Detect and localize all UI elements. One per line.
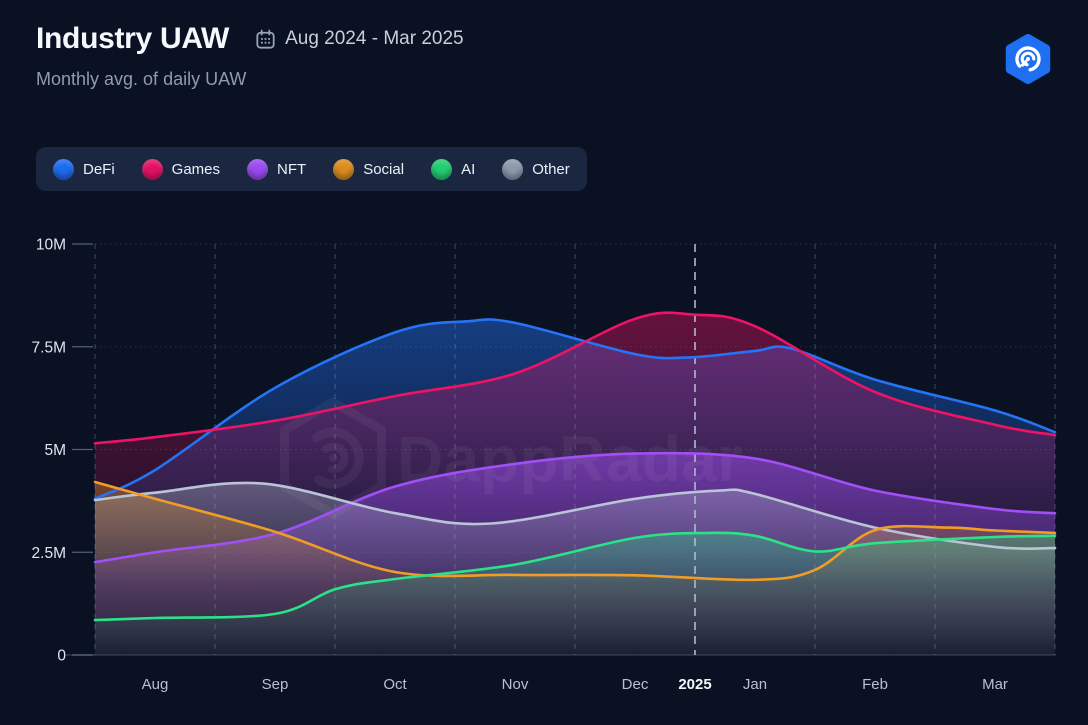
legend-label-ai: AI	[461, 160, 476, 178]
x-tick-label: Nov	[502, 676, 529, 693]
legend-label-defi: DeFi	[83, 160, 115, 178]
watermark-text: DappRadar	[397, 423, 743, 495]
date-range-label: Aug 2024 - Mar 2025	[285, 28, 464, 49]
legend-label-other: Other	[532, 160, 570, 178]
legend-label-nft: NFT	[277, 160, 307, 178]
x-tick-label: Sep	[262, 676, 289, 693]
legend-item-other[interactable]: Other	[502, 158, 570, 180]
series-lines	[93, 311, 1057, 622]
watermark-hexagon	[280, 397, 386, 519]
legend-item-ai[interactable]: AI	[431, 158, 476, 180]
series-line-ai	[93, 531, 1057, 622]
defi-swatch-icon	[53, 158, 74, 180]
series-line-nft	[93, 451, 1057, 564]
watermark-radar-arc-outer	[302, 427, 364, 489]
legend-label-social: Social	[363, 160, 405, 178]
series-line-defi	[93, 318, 1057, 501]
series-area-ai	[95, 532, 1055, 655]
legend-item-nft[interactable]: NFT	[247, 158, 307, 180]
y-tick-label: 7.5M	[32, 339, 66, 356]
x-tick-label: Aug	[142, 676, 169, 693]
calendar-icon	[256, 29, 275, 49]
x-tick-label: Jan	[743, 676, 767, 693]
x-tick-label: Dec	[622, 676, 649, 693]
watermark: DappRadar	[280, 397, 743, 519]
watermark-radar-arc-inner	[317, 442, 349, 474]
date-range-picker[interactable]: Aug 2024 - Mar 2025	[255, 28, 464, 50]
legend: DeFi Games NFT Social AI Other	[36, 147, 587, 191]
other-swatch-icon	[502, 158, 524, 180]
y-tick-label: 2.5M	[32, 545, 66, 562]
legend-label-games: Games	[171, 160, 221, 178]
series-line-games	[93, 311, 1057, 445]
games-swatch-icon	[141, 158, 163, 180]
y-tick-label: 10M	[36, 237, 66, 254]
legend-item-social[interactable]: Social	[333, 158, 405, 180]
year-label: 2025	[678, 676, 711, 693]
chart-subtitle: Monthly avg. of daily UAW	[36, 69, 247, 89]
series-line-other	[93, 481, 1057, 551]
y-tick-label: 0	[57, 648, 66, 665]
x-tick-label: Feb	[862, 676, 888, 693]
nft-swatch-icon	[247, 158, 269, 180]
ai-swatch-icon	[431, 158, 453, 180]
social-swatch-icon	[333, 158, 355, 180]
series-line-social	[93, 480, 1057, 582]
watermark-radar-dot	[328, 453, 338, 463]
x-tick-label: Oct	[383, 676, 407, 693]
x-tick-label: Mar	[982, 676, 1008, 693]
axis-labels: 0 2.5M 5M 7.5M 10M Aug Sep Oct Nov Dec Jan Feb Mar 20…	[32, 237, 1008, 694]
title-row: Industry UAW	[36, 22, 464, 56]
legend-item-defi[interactable]: DeFi	[53, 158, 115, 180]
header: Industry UAW	[36, 22, 464, 90]
dappradar-logo[interactable]	[1002, 31, 1054, 92]
dappradar-logo-icon	[1005, 34, 1051, 84]
page-title: Industry UAW	[36, 22, 230, 55]
legend-item-games[interactable]: Games	[141, 158, 221, 180]
y-tick-label: 5M	[44, 442, 66, 459]
